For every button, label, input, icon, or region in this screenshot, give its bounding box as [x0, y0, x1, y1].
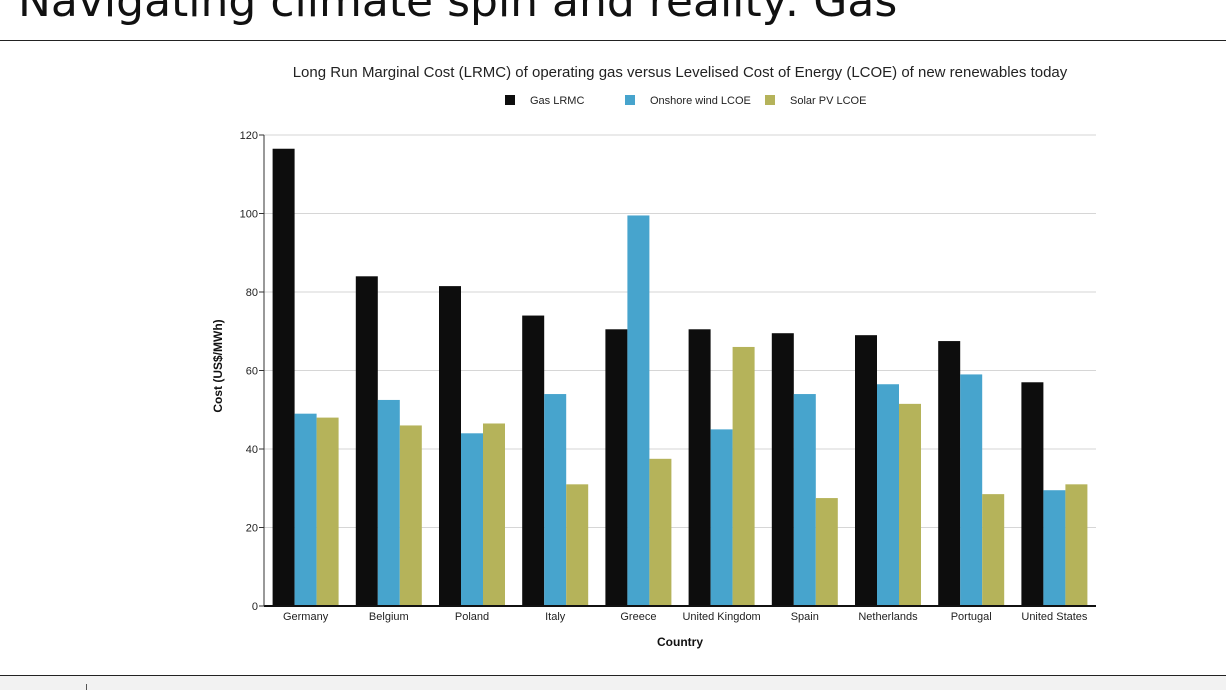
bar-onshore-wind-lcoe-belgium — [377, 399, 400, 606]
footer-tick — [86, 684, 87, 690]
bar-onshore-wind-lcoe-portugal — [960, 374, 983, 606]
x-tick-label: United States — [1021, 611, 1088, 623]
x-tick-label: Netherlands — [858, 611, 918, 623]
bar-onshore-wind-lcoe-germany — [294, 413, 317, 606]
y-axis-label: Cost (US$/MWh) — [211, 319, 225, 412]
footer-divider — [0, 675, 1226, 676]
chart-legend: Gas LRMC Onshore wind LCOE Solar PV LCOE — [505, 95, 866, 107]
bar-solar-pv-lcoe-united-states — [1065, 484, 1088, 606]
title-divider — [0, 40, 1226, 41]
y-tick-label: 80 — [246, 287, 258, 299]
bar-onshore-wind-lcoe-united-states — [1043, 490, 1066, 606]
slide-title: Navigating climate spin and reality: Gas — [18, 0, 898, 27]
bar-solar-pv-lcoe-poland — [483, 423, 505, 606]
x-tick-label: Poland — [455, 611, 489, 623]
bar-gas-lrmc-united-kingdom — [688, 329, 711, 606]
legend-swatch — [625, 95, 635, 105]
x-tick-label: Germany — [283, 611, 329, 623]
bar-solar-pv-lcoe-greece — [649, 458, 672, 606]
x-tick-label: United Kingdom — [682, 611, 760, 623]
x-tick-label: Italy — [545, 611, 566, 623]
bar-gas-lrmc-greece — [605, 329, 628, 606]
legend-label: Onshore wind LCOE — [650, 95, 751, 107]
bar-solar-pv-lcoe-spain — [815, 498, 838, 606]
legend-label: Gas LRMC — [530, 95, 584, 107]
bar-solar-pv-lcoe-italy — [566, 484, 589, 606]
y-tick-label: 40 — [246, 444, 258, 456]
bar-gas-lrmc-portugal — [938, 341, 961, 606]
bar-onshore-wind-lcoe-netherlands — [877, 384, 899, 606]
legend-swatch — [505, 95, 515, 105]
x-axis-ticks: Germany Belgium Poland Italy Greece United Ki… — [283, 611, 1088, 623]
y-axis-ticks: 0 20 40 60 80 100 120 — [240, 130, 264, 613]
bar-solar-pv-lcoe-belgium — [399, 425, 422, 606]
x-axis-label: Country — [657, 635, 703, 649]
bar-gas-lrmc-italy — [522, 315, 545, 606]
bar-gas-lrmc-germany — [272, 148, 295, 607]
bar-onshore-wind-lcoe-poland — [461, 433, 483, 606]
x-tick-label: Belgium — [369, 611, 409, 623]
chart-bars — [272, 148, 1088, 607]
y-tick-label: 20 — [246, 523, 258, 535]
bar-solar-pv-lcoe-germany — [316, 417, 339, 606]
bar-solar-pv-lcoe-portugal — [982, 494, 1005, 606]
bar-onshore-wind-lcoe-greece — [627, 215, 650, 606]
bar-onshore-wind-lcoe-spain — [793, 394, 816, 606]
bar-gas-lrmc-netherlands — [855, 335, 877, 606]
legend-label: Solar PV LCOE — [790, 95, 866, 107]
bar-onshore-wind-lcoe-italy — [544, 394, 567, 606]
bar-gas-lrmc-united-states — [1021, 382, 1044, 606]
chart-title: Long Run Marginal Cost (LRMC) of operati… — [293, 64, 1068, 81]
bar-gas-lrmc-belgium — [355, 276, 378, 606]
x-tick-label: Spain — [791, 611, 819, 623]
bar-solar-pv-lcoe-netherlands — [899, 403, 921, 606]
footer-bar — [0, 676, 1226, 690]
bar-gas-lrmc-poland — [439, 286, 461, 606]
bar-solar-pv-lcoe-united-kingdom — [732, 346, 755, 606]
bar-gas-lrmc-spain — [771, 333, 794, 606]
x-tick-label: Portugal — [951, 611, 992, 623]
y-tick-label: 60 — [246, 366, 258, 378]
y-tick-label: 0 — [252, 601, 258, 613]
bar-onshore-wind-lcoe-united-kingdom — [710, 429, 733, 606]
legend-swatch — [765, 95, 775, 105]
x-tick-label: Greece — [620, 611, 656, 623]
y-tick-label: 100 — [240, 209, 258, 221]
y-tick-label: 120 — [240, 130, 258, 142]
